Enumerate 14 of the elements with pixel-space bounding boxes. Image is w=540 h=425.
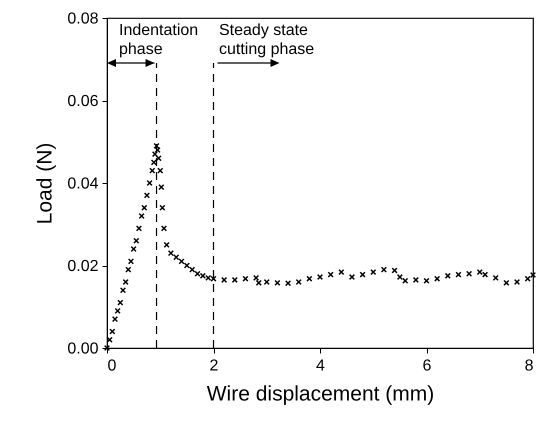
y-axis-title: Load (N)	[33, 142, 56, 224]
annotation: Steady state cutting phase	[219, 22, 314, 58]
x-tick-label: 2	[210, 358, 219, 374]
annotation: Indentation phase	[119, 22, 198, 58]
x-tick-label: 4	[316, 358, 326, 374]
x-tick-label: 0	[108, 358, 116, 374]
y-tick-label: 0.04	[67, 176, 99, 192]
x-tick-label: 6	[422, 358, 432, 374]
y-tick-label: 0.00	[67, 340, 99, 358]
y-tick-label: 0.08	[67, 10, 99, 28]
x-axis-title: Wire displacement (mm)	[206, 382, 434, 406]
y-tick-label: 0.06	[67, 93, 99, 110]
y-tick-label: 0.02	[67, 258, 99, 275]
x-tick-label: 8	[524, 358, 534, 374]
